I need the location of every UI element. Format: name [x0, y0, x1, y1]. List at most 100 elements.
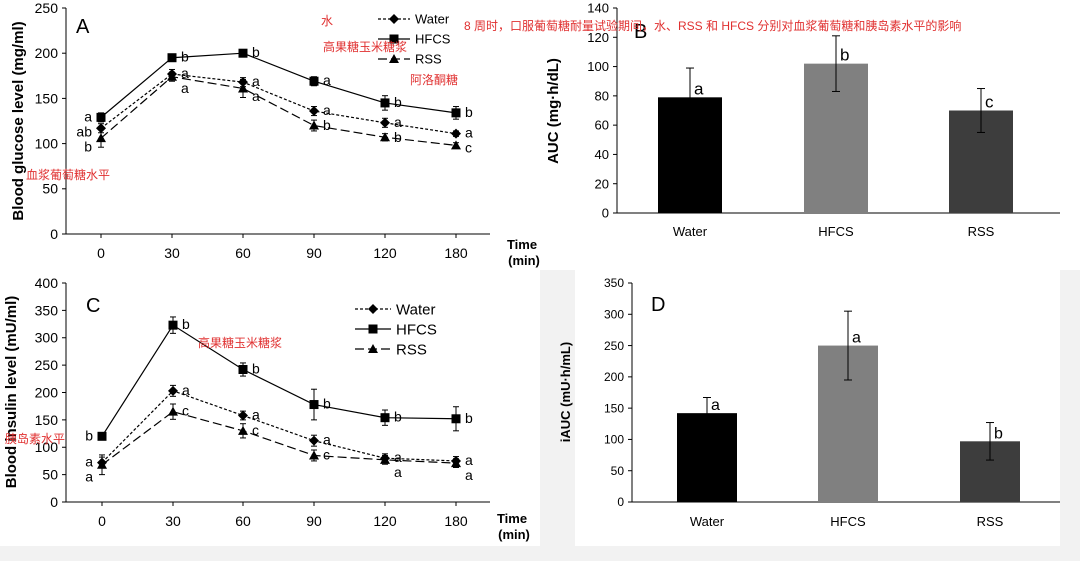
panel-A-series-rss-point — [167, 71, 177, 81]
annotation-hfcs-cn-panel-c: 高果糖玉米糖浆 — [198, 335, 282, 350]
panel-D-bar-hfcs-significance-letter: a — [852, 330, 861, 347]
panel-c-background — [0, 270, 540, 546]
panel-B-y-tick-label: 120 — [587, 30, 609, 45]
panel-A-series-hfcs-point — [309, 76, 319, 86]
panel-C-series-water-significance-letter: a — [252, 406, 260, 422]
panel-D-y-tick-label: 300 — [604, 307, 624, 321]
panel-A-x-tick-label: 180 — [444, 245, 468, 261]
panel-C-y-tick-label: 50 — [42, 467, 58, 483]
panel-C-y-tick-label: 250 — [35, 357, 59, 373]
panel-A-y-tick-label: 0 — [50, 226, 58, 242]
panel-A-series-hfcs-significance-letter: b — [252, 44, 260, 60]
panel-C-series-hfcs-significance-letter: b — [182, 316, 190, 332]
panel-C-series-rss-line — [101, 411, 457, 466]
panel-B-y-tick-label: 140 — [587, 1, 609, 16]
panel-C-series-hfcs-point — [168, 320, 178, 330]
panel-C-series-water-point — [309, 435, 319, 446]
annotation-hfcs-cn: 高果糖玉米糖浆 — [323, 39, 407, 54]
panel-B-y-tick-label: 0 — [602, 206, 609, 221]
panel-A-series-water-significance-letter: ab — [76, 123, 92, 139]
panel-A-series-rss-line — [100, 76, 457, 147]
panel-A-series-hfcs-point — [380, 98, 390, 108]
panel-C-series-water-significance-letter: a — [182, 382, 190, 398]
panel-C-series-rss-significance-letter: a — [465, 467, 473, 483]
panel-A-series-hfcs-point — [238, 48, 248, 58]
panel-B-label: B — [634, 21, 647, 43]
panel-B-bar-water-significance-letter: a — [694, 79, 704, 98]
panel-B-y-tick-label: 80 — [595, 88, 609, 103]
panel-D-y-tick-label: 350 — [604, 276, 624, 290]
panel-A-series-rss-point — [238, 83, 248, 93]
panel-A-series-rss-significance-letter: b — [394, 129, 402, 145]
annotation-rss-cn: 阿洛酮糖 — [410, 72, 458, 87]
panel-C-x-tick-label: 60 — [235, 513, 251, 529]
panel-B-bar-hfcs-significance-letter: b — [840, 46, 849, 65]
panel-C-series-water-point — [238, 410, 248, 421]
panel-C-series-hfcs-significance-letter: b — [252, 361, 260, 377]
panel-A-y-tick-label: 250 — [35, 0, 59, 16]
annotation-insulin-cn: 胰岛素水平 — [5, 431, 65, 446]
panel-A-x-tick-label: 0 — [97, 245, 105, 261]
annotation-glucose-cn: 血浆葡萄糖水平 — [26, 167, 110, 182]
panel-A-series-rss-point — [96, 133, 106, 143]
panel-A-series-hfcs-significance-letter: b — [465, 104, 473, 120]
panel-B-y-tick-label: 20 — [595, 176, 609, 191]
panel-C-series-rss-point — [309, 450, 319, 460]
panel-A-series-water-line — [100, 73, 457, 135]
panel-A-series-hfcs-point — [96, 112, 106, 122]
panel-d-background — [575, 270, 1060, 546]
panel-C-series-rss-significance-letter: c — [182, 403, 189, 419]
panel-B-bar-chart: 0 20 40 60 80 100 120 140 AUC (mg·h/dL) Ba Water b H… — [545, 1, 1060, 239]
panel-C-x-tick-label: 30 — [165, 513, 181, 529]
panel-D-y-axis-title: iAUC (mU·h/mL) — [558, 342, 573, 442]
panel-A-series-rss-point — [380, 132, 390, 142]
panel-C-label: C — [86, 295, 100, 317]
legend-C-hfcs-label: HFCS — [396, 321, 437, 338]
panel-A-series-water-significance-letter: a — [465, 125, 473, 141]
panel-C-y-axis-title: Blood insulin level (mU/ml) — [3, 296, 20, 489]
legend-C-water-label: Water — [396, 301, 435, 318]
annotation-layer: 水 8 周时，口服葡萄糖耐量试验期间，水、RSS 和 HFCS 分别对血浆葡萄糖… — [5, 14, 961, 446]
panel-C-series-rss-point — [238, 425, 248, 435]
panel-C-series-rss-point — [380, 454, 390, 464]
panel-C-series-rss-point — [168, 406, 178, 416]
legend-C-rss-marker — [368, 344, 378, 353]
panel-D-label: D — [651, 294, 665, 316]
panel-A-series-hfcs-point — [451, 108, 461, 118]
panel-C-y-tick-label: 150 — [35, 412, 59, 428]
panel-C-series-water-point — [168, 385, 178, 396]
panel-C-series-rss-significance-letter: c — [323, 447, 330, 463]
panel-B-category-label: Water — [673, 224, 708, 239]
panel-C-series-hfcs-significance-letter: b — [323, 396, 331, 412]
panel-A-y-axis-title: Blood glucose level (mg/ml) — [10, 21, 27, 220]
panel-C-series-water-significance-letter: a — [394, 449, 402, 465]
panel-B-bar-rss-significance-letter: c — [985, 93, 994, 112]
panel-B-category-label: RSS — [968, 224, 995, 239]
panel-A-y-tick-label: 100 — [35, 136, 59, 152]
panel-C-x-axis-title-line2: (min) — [498, 527, 530, 542]
panel-A-line-chart: 0 50 100 150 200 250 Blood glucose level (mg/m… — [10, 0, 540, 268]
panel-D-bar-rss-significance-letter: b — [994, 425, 1003, 442]
legend-C-water-marker — [368, 304, 378, 314]
panel-C-x-tick-label: 180 — [444, 513, 468, 529]
panel-D-y-tick-label: 50 — [611, 464, 625, 478]
panel-D-category-label: Water — [690, 514, 725, 529]
panel-C-x-tick-label: 120 — [373, 513, 397, 529]
annotation-water-cn: 水 — [321, 14, 333, 28]
legend-A-hfcs-label: HFCS — [415, 32, 451, 47]
panel-A-series-hfcs-significance-letter: a — [323, 72, 331, 88]
panel-A-label: A — [76, 16, 90, 38]
panel-B-y-tick-label: 100 — [587, 59, 609, 74]
panel-A-series-water-significance-letter: a — [252, 73, 260, 89]
panel-A-series-water-significance-letter: a — [323, 102, 331, 118]
panel-C-series-water-significance-letter: a — [85, 454, 93, 470]
panel-A-series-hfcs-significance-letter: a — [84, 108, 92, 124]
panel-D-y-tick-label: 150 — [604, 401, 624, 415]
panel-C-series-hfcs-point — [380, 413, 390, 423]
panel-A-y-tick-label: 200 — [35, 45, 59, 61]
legend-A-rss-marker — [389, 54, 399, 63]
legend-A-water-marker — [389, 14, 399, 24]
panel-C-series-hfcs-significance-letter: b — [394, 409, 402, 425]
panel-C-y-tick-label: 200 — [35, 384, 59, 400]
